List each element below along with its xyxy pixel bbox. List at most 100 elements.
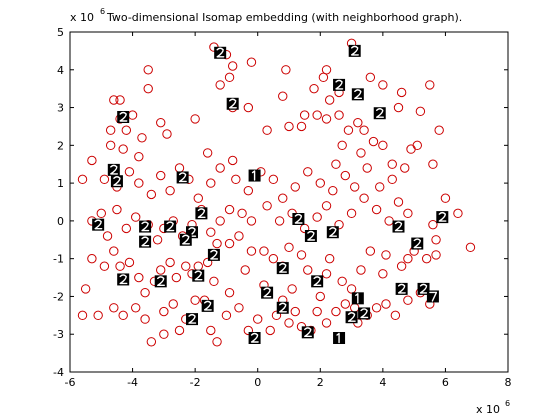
digit-glyph — [397, 283, 406, 294]
digit-thumbnail — [117, 111, 130, 123]
data-point — [124, 167, 135, 177]
data-point — [278, 91, 288, 101]
data-point — [262, 201, 272, 211]
digit-glyph — [157, 276, 165, 287]
data-point — [331, 159, 341, 169]
y-tick-label: 5 — [57, 26, 64, 39]
data-point — [296, 250, 307, 260]
data-point — [212, 238, 222, 249]
data-point — [118, 310, 128, 321]
data-point — [381, 299, 391, 309]
data-point — [353, 117, 363, 128]
data-point — [312, 212, 322, 222]
x-tick-label: 8 — [505, 376, 512, 389]
data-point — [299, 110, 310, 120]
data-point — [168, 299, 178, 309]
data-point — [324, 95, 335, 105]
data-point — [440, 193, 451, 203]
data-point — [246, 246, 257, 256]
data-point — [315, 291, 325, 302]
data-point — [378, 140, 388, 151]
data-point — [140, 287, 150, 298]
digit-thumbnail — [426, 290, 439, 303]
digit-thumbnail — [333, 332, 346, 344]
y-tick-label: -3 — [53, 328, 64, 341]
data-point — [109, 303, 119, 313]
y-tick-label: 1 — [57, 177, 64, 190]
data-point — [227, 61, 238, 71]
exponent-label-bottom: x 10 6 — [476, 399, 510, 416]
data-point — [287, 284, 297, 294]
data-point — [290, 182, 300, 192]
data-point — [431, 235, 441, 245]
digit-glyph — [355, 293, 359, 304]
data-point — [259, 246, 269, 256]
data-point — [227, 155, 238, 166]
y-tick-label: -4 — [53, 366, 64, 379]
data-point — [243, 102, 254, 113]
digit-glyph — [294, 213, 303, 224]
digit-glyph — [178, 172, 187, 183]
data-point — [190, 295, 200, 305]
data-point — [159, 329, 169, 339]
digit-glyph — [228, 98, 237, 109]
data-point — [356, 148, 366, 158]
y-exponent-power: 6 — [100, 7, 105, 16]
data-point — [265, 325, 275, 336]
data-point — [77, 310, 88, 321]
data-point — [375, 182, 385, 192]
digit-thumbnail — [326, 226, 339, 239]
data-point — [453, 208, 463, 219]
x-tick-label: 6 — [442, 376, 449, 389]
data-point — [156, 170, 166, 181]
data-point — [371, 303, 382, 313]
x-tick-label: -4 — [127, 376, 138, 389]
digit-thumbnail — [207, 248, 220, 261]
y-tick-label: -1 — [53, 253, 64, 266]
digit-glyph — [307, 230, 316, 241]
data-point — [368, 136, 379, 147]
digit-glyph — [413, 238, 422, 249]
data-point — [321, 269, 332, 279]
digit-thumbnail — [304, 230, 317, 242]
digit-thumbnail — [92, 218, 105, 231]
x-exponent-power: 6 — [505, 399, 510, 408]
data-point — [202, 148, 213, 158]
data-point — [331, 306, 341, 317]
data-point — [340, 299, 351, 309]
data-point — [312, 306, 322, 317]
digit-thumbnail — [301, 326, 314, 339]
digit-glyph — [354, 89, 363, 100]
digit-glyph — [141, 221, 150, 232]
digit-thumbnail — [345, 311, 358, 324]
data-point — [412, 140, 422, 151]
data-point — [131, 303, 141, 313]
digit-glyph — [360, 308, 369, 319]
data-point — [143, 83, 153, 94]
data-point — [209, 276, 219, 287]
digit-glyph — [182, 234, 190, 245]
data-point — [206, 227, 216, 237]
data-point — [309, 83, 319, 94]
chart-title: Two-dimensional Isomap embedding (with n… — [106, 11, 462, 24]
data-point — [121, 223, 132, 234]
data-point — [371, 204, 382, 215]
data-point — [359, 125, 369, 135]
digit-glyph — [210, 249, 219, 260]
data-point — [434, 125, 444, 135]
digit-thumbnail — [248, 169, 261, 182]
data-point — [284, 318, 294, 328]
data-point — [224, 287, 235, 298]
data-point — [190, 114, 200, 124]
digit-glyph — [251, 170, 256, 181]
y-tick-label: 4 — [57, 64, 64, 77]
data-point — [96, 208, 106, 219]
digit-thumbnail — [201, 299, 214, 312]
x-tick-label: -6 — [65, 376, 76, 389]
data-point — [337, 140, 347, 151]
digit-thumbnail — [276, 301, 289, 314]
data-point — [224, 204, 235, 215]
digit-glyph — [304, 327, 312, 338]
data-point — [121, 125, 132, 135]
data-point — [165, 257, 175, 268]
